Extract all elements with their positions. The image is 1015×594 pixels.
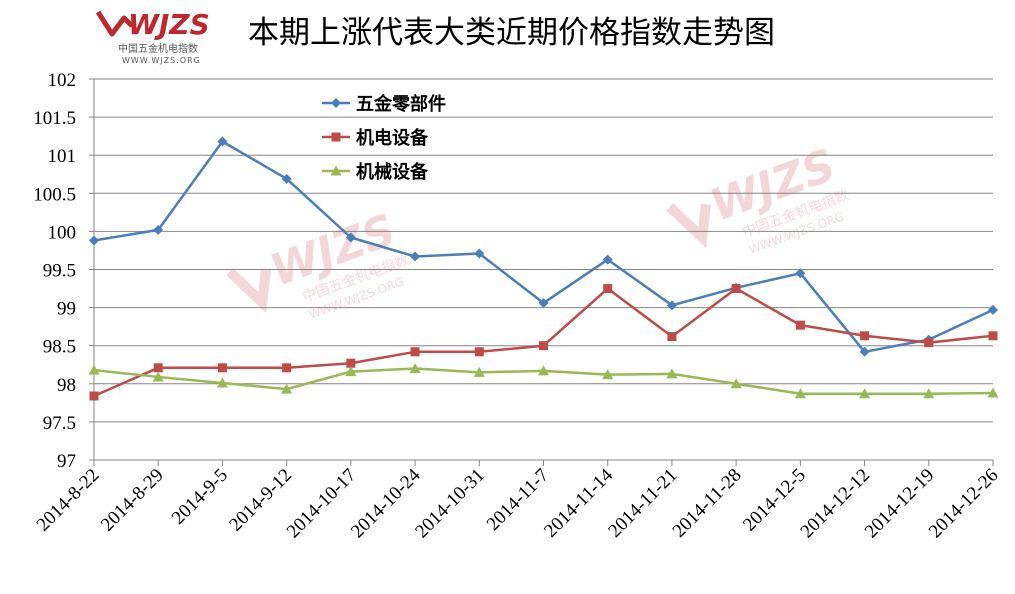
data-point bbox=[282, 363, 292, 373]
legend-label: 机电设备 bbox=[356, 127, 429, 149]
data-point bbox=[474, 248, 485, 259]
y-tick-label: 101.5 bbox=[33, 108, 76, 129]
series-2 bbox=[89, 284, 998, 401]
series bbox=[88, 136, 999, 401]
data-point bbox=[89, 235, 99, 246]
y-tick-label: 101 bbox=[48, 146, 77, 167]
x-tick-label: 2014-12-12 bbox=[797, 465, 875, 543]
y-tick-label: 99 bbox=[57, 299, 76, 320]
data-point bbox=[88, 364, 100, 375]
data-point bbox=[731, 284, 741, 294]
data-point bbox=[923, 388, 935, 399]
x-tick-label: 2014-8-22 bbox=[33, 465, 104, 536]
data-point bbox=[473, 366, 485, 377]
data-point bbox=[987, 387, 999, 398]
x-tick-label: 2014-11-21 bbox=[604, 465, 681, 542]
x-tick-label: 2014-9-5 bbox=[168, 465, 232, 529]
data-point bbox=[860, 331, 870, 341]
legend-marker bbox=[330, 165, 342, 176]
data-point bbox=[859, 346, 870, 357]
data-point bbox=[409, 363, 421, 374]
data-point bbox=[345, 232, 356, 243]
legend-marker bbox=[331, 98, 341, 108]
data-point bbox=[217, 363, 227, 373]
data-point bbox=[988, 331, 998, 341]
data-point bbox=[410, 251, 421, 262]
watermark-center-logo: WJZS 中国五金机电指数 WWW.WJZS.ORG bbox=[226, 205, 411, 322]
data-point bbox=[666, 300, 677, 311]
data-point bbox=[538, 365, 549, 376]
x-tick-label: 2014-11-28 bbox=[669, 465, 746, 542]
data-point bbox=[603, 284, 613, 294]
data-point bbox=[153, 363, 163, 373]
data-point bbox=[281, 383, 293, 394]
data-point bbox=[859, 388, 871, 399]
data-point bbox=[794, 388, 806, 399]
x-tick-label: 2014-12-19 bbox=[861, 465, 939, 543]
x-tick-label: 2014-10-31 bbox=[411, 465, 489, 543]
data-point bbox=[988, 304, 998, 315]
series-3 bbox=[88, 363, 999, 399]
y-tick-label: 98.5 bbox=[43, 337, 76, 358]
data-point bbox=[345, 366, 357, 377]
y-tick-label: 97.5 bbox=[43, 413, 76, 434]
x-tick-label: 2014-10-17 bbox=[283, 465, 361, 543]
data-point bbox=[730, 378, 742, 389]
legend-marker bbox=[331, 132, 341, 142]
data-point bbox=[667, 332, 677, 342]
data-point bbox=[152, 371, 164, 382]
data-point bbox=[539, 341, 548, 351]
data-point bbox=[795, 320, 805, 330]
y-tick-label: 100.5 bbox=[33, 184, 76, 205]
logo-url: WWW.WJZS.ORG bbox=[122, 56, 201, 65]
y-tick-label: 99.5 bbox=[43, 261, 76, 282]
data-point bbox=[602, 254, 613, 265]
data-point bbox=[924, 338, 934, 348]
data-point bbox=[602, 369, 614, 380]
x-tick-label: 2014-8-29 bbox=[97, 465, 168, 536]
y-tick-label: 98 bbox=[57, 375, 76, 396]
y-tick-label: 97 bbox=[57, 451, 76, 472]
legend-label: 五金零部件 bbox=[356, 93, 446, 115]
series-line bbox=[93, 140, 994, 354]
logo-brand: WJZS bbox=[128, 8, 210, 41]
series-1 bbox=[89, 136, 998, 357]
legend-item: 机械设备 bbox=[322, 161, 429, 183]
data-point bbox=[410, 347, 420, 357]
data-point bbox=[666, 368, 678, 379]
logo-arrow-icon bbox=[95, 10, 134, 37]
data-point bbox=[216, 377, 228, 388]
data-point bbox=[346, 358, 356, 368]
watermark-right-logo: WJZS 中国五金机电指数 WWW.WJZS.ORG bbox=[666, 140, 851, 257]
brand-logo: WJZS 中国五金机电指数 WWW.WJZS.ORG bbox=[95, 8, 210, 65]
y-tick-label: 100 bbox=[48, 222, 77, 243]
data-point bbox=[153, 224, 164, 235]
legend-item: 五金零部件 bbox=[322, 93, 446, 115]
y-tick-label: 102 bbox=[48, 70, 77, 91]
legend-label: 机械设备 bbox=[356, 161, 429, 183]
data-point bbox=[538, 298, 549, 309]
logo-name: 中国五金机电指数 bbox=[118, 42, 198, 55]
data-point bbox=[474, 347, 484, 357]
x-tick-label: 2014-12-26 bbox=[925, 465, 1003, 543]
data-point bbox=[89, 391, 99, 401]
x-tick-label: 2014-11-14 bbox=[540, 464, 617, 541]
chart-title: 本期上涨代表大类近期价格指数走势图 bbox=[248, 15, 775, 51]
legend-item: 机电设备 bbox=[322, 127, 429, 149]
data-point bbox=[217, 136, 228, 147]
data-point bbox=[795, 268, 806, 279]
data-point bbox=[281, 173, 292, 184]
axes: 97 97.5 98 98.5 99 99.5 100 100.5 101 101.5 102 201… bbox=[33, 70, 1003, 542]
